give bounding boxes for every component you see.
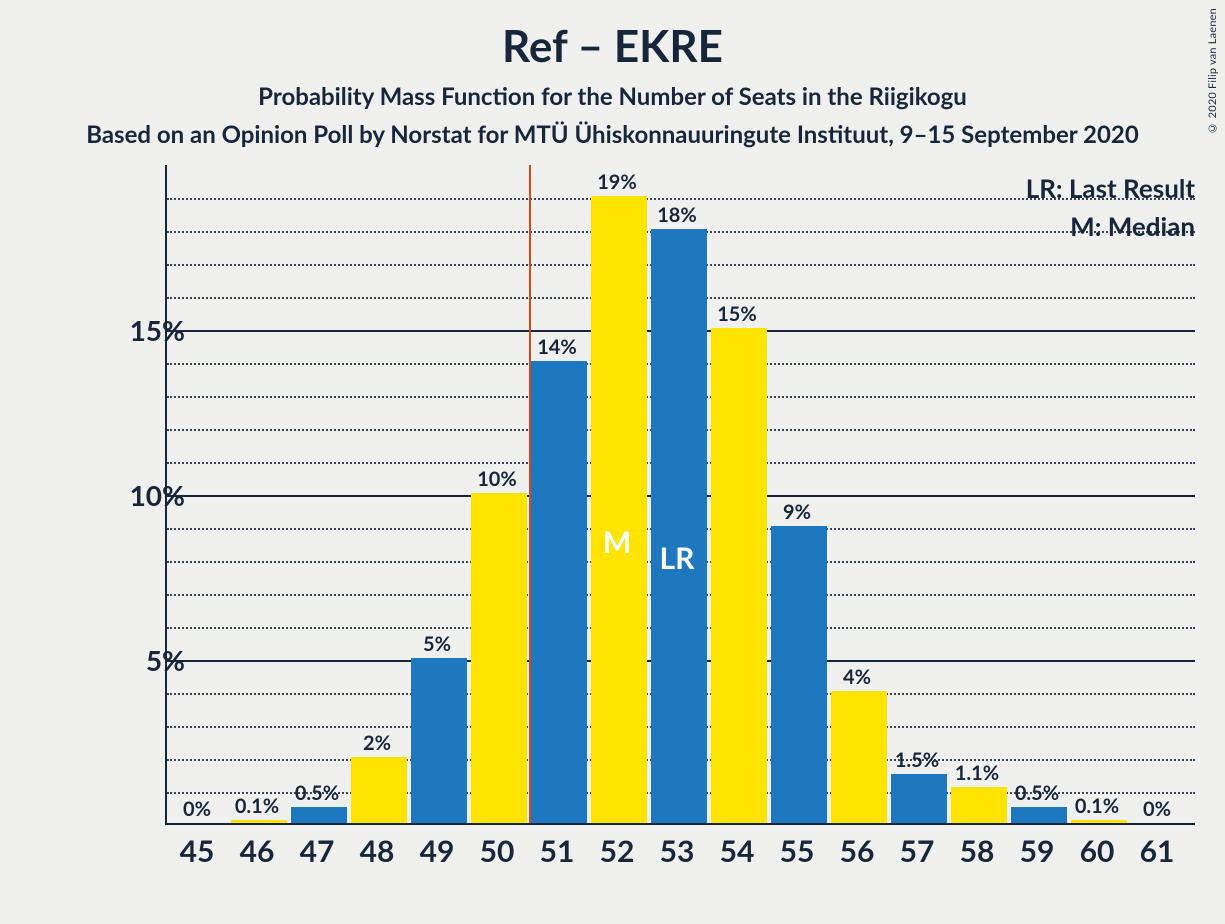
bar-value-label: 10% bbox=[477, 467, 517, 491]
page-title: Ref – EKRE bbox=[0, 20, 1225, 72]
bar bbox=[351, 757, 407, 823]
inbar-median-label: M bbox=[603, 524, 631, 560]
bar bbox=[651, 229, 707, 823]
bar bbox=[771, 526, 827, 823]
x-tick-label: 49 bbox=[420, 833, 455, 869]
x-tick-label: 51 bbox=[540, 833, 575, 869]
x-tick-label: 57 bbox=[900, 833, 935, 869]
bar-value-label: 0% bbox=[1143, 797, 1171, 821]
bar-value-label: 0.1% bbox=[1075, 794, 1119, 818]
bar-value-label: 5% bbox=[423, 632, 451, 656]
bar bbox=[411, 658, 467, 823]
x-tick-label: 46 bbox=[240, 833, 275, 869]
x-tick-label: 50 bbox=[480, 833, 515, 869]
bar-value-label: 0.5% bbox=[1015, 781, 1059, 805]
bar bbox=[471, 493, 527, 823]
bar bbox=[891, 774, 947, 824]
x-tick-label: 55 bbox=[780, 833, 815, 869]
bar-value-label: 19% bbox=[597, 170, 637, 194]
x-tick-label: 56 bbox=[840, 833, 875, 869]
bar-value-label: 1.1% bbox=[955, 761, 999, 785]
inbar-lr-label: LR bbox=[660, 540, 695, 576]
bar bbox=[711, 328, 767, 823]
bar-value-label: 18% bbox=[657, 203, 697, 227]
bar-value-label: 2% bbox=[363, 731, 391, 755]
bar-value-label: 0% bbox=[183, 797, 211, 821]
x-tick-label: 47 bbox=[300, 833, 335, 869]
y-tick-label: 5% bbox=[65, 643, 185, 677]
x-tick-label: 52 bbox=[600, 833, 635, 869]
y-tick-label: 15% bbox=[65, 313, 185, 347]
bar-value-label: 0.1% bbox=[235, 794, 279, 818]
gridline-minor bbox=[167, 198, 1195, 200]
x-tick-label: 45 bbox=[180, 833, 215, 869]
y-tick-label: 10% bbox=[65, 478, 185, 512]
bar bbox=[951, 787, 1007, 823]
page-source-line: Based on an Opinion Poll by Norstat for … bbox=[0, 120, 1225, 149]
bar bbox=[231, 820, 287, 823]
chart-plot-area bbox=[165, 165, 1195, 825]
bar bbox=[831, 691, 887, 823]
bar-value-label: 14% bbox=[537, 335, 577, 359]
x-tick-label: 58 bbox=[960, 833, 995, 869]
x-tick-label: 60 bbox=[1080, 833, 1115, 869]
page-subtitle: Probability Mass Function for the Number… bbox=[0, 82, 1225, 111]
bar bbox=[291, 807, 347, 824]
bar-value-label: 1.5% bbox=[895, 748, 939, 772]
bar-value-label: 4% bbox=[843, 665, 871, 689]
x-tick-label: 48 bbox=[360, 833, 395, 869]
bar bbox=[1011, 807, 1067, 824]
bar bbox=[1071, 820, 1127, 823]
bar-value-label: 0.5% bbox=[295, 781, 339, 805]
bar-value-label: 15% bbox=[717, 302, 757, 326]
x-tick-label: 53 bbox=[660, 833, 695, 869]
bar bbox=[591, 196, 647, 823]
x-tick-label: 54 bbox=[720, 833, 755, 869]
bar-value-label: 9% bbox=[783, 500, 811, 524]
x-tick-label: 61 bbox=[1140, 833, 1175, 869]
threshold-line bbox=[529, 165, 531, 823]
bar bbox=[531, 361, 587, 823]
x-tick-label: 59 bbox=[1020, 833, 1055, 869]
